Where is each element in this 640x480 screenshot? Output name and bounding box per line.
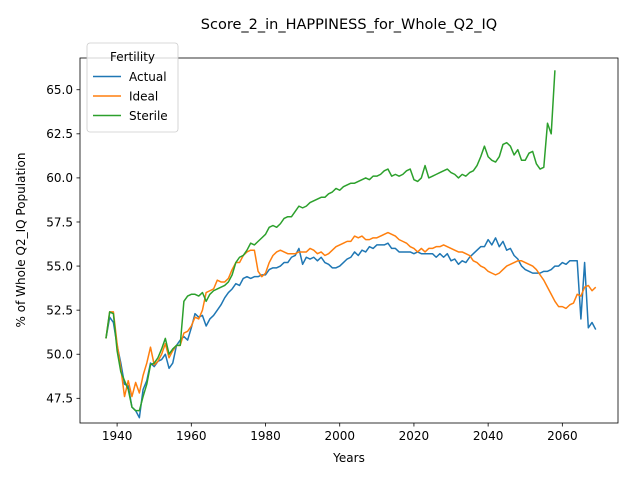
x-tick-label: 2040: [473, 429, 504, 443]
x-tick-label: 2000: [324, 429, 355, 443]
series-line-ideal: [105, 231, 597, 398]
legend-items: Actual Ideal Sterile: [93, 70, 168, 123]
series-line-sterile: [105, 70, 556, 412]
x-axis: 1940 1960 1980 2000 2020 2040 2060: [102, 423, 578, 443]
series-line-actual: [105, 237, 597, 419]
y-tick-label: 65.0: [46, 83, 73, 97]
legend-label-actual: Actual: [129, 70, 167, 84]
x-tick-label: 2020: [399, 429, 430, 443]
x-tick-label: 1960: [176, 429, 207, 443]
x-tick-label: 2060: [547, 429, 578, 443]
plot-frame: [79, 57, 619, 424]
legend: Fertility Actual Ideal Sterile: [86, 42, 179, 133]
y-tick-label: 52.5: [46, 303, 73, 317]
series-lines: [105, 70, 597, 419]
x-tick-label: 1980: [250, 429, 281, 443]
legend-label-ideal: Ideal: [129, 90, 158, 104]
y-axis-label: % of Whole Q2_IQ Population: [14, 153, 28, 328]
y-tick-label: 60.0: [46, 171, 73, 185]
y-tick-label: 62.5: [46, 127, 73, 141]
legend-box: [86, 42, 179, 133]
legend-title: Fertility: [110, 50, 155, 64]
chart-title: Score_2_in_HAPPINESS_for_Whole_Q2_IQ: [201, 17, 497, 33]
legend-label-sterile: Sterile: [129, 109, 168, 123]
y-tick-label: 55.0: [46, 259, 73, 273]
x-tick-label: 1940: [102, 429, 133, 443]
y-tick-label: 57.5: [46, 215, 73, 229]
y-tick-label: 50.0: [46, 348, 73, 362]
y-tick-label: 47.5: [46, 392, 73, 406]
x-axis-label: Years: [332, 451, 365, 465]
y-axis: 47.5 50.0 52.5 55.0 57.5 60.0 62.5 65.0: [46, 83, 80, 406]
